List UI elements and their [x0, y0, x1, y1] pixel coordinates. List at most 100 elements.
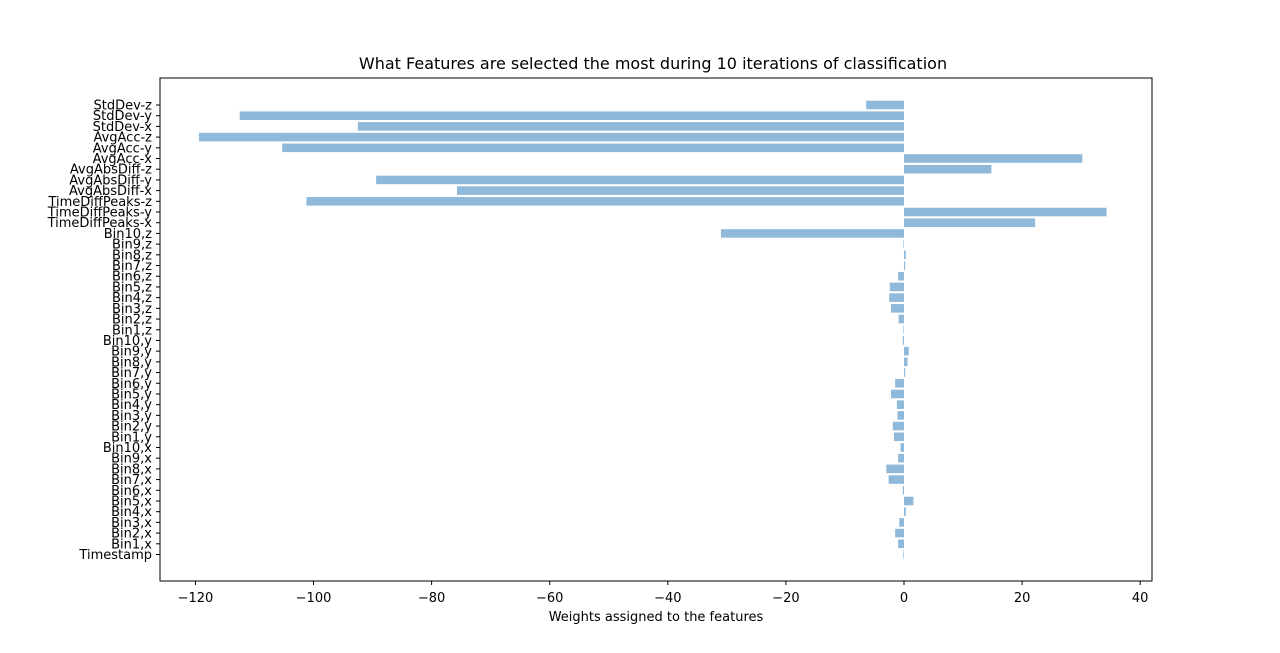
- x-tick-label: −120: [178, 591, 214, 606]
- bar: [866, 100, 904, 110]
- axes-frame: [159, 77, 1153, 582]
- y-tick-label: Bin6,y: [111, 377, 152, 392]
- y-tick-label: Bin7,z: [112, 259, 152, 274]
- bar: [198, 132, 904, 142]
- bar: [896, 400, 904, 409]
- y-tick-label: Bin2,z: [112, 313, 152, 328]
- bar: [904, 496, 914, 506]
- y-tick-label: Bin8,z: [112, 248, 152, 263]
- x-tick-label: 0: [900, 591, 908, 606]
- bar: [903, 550, 905, 559]
- y-tick-label: AvgAcc-z: [93, 131, 152, 146]
- bar: [899, 518, 904, 527]
- bar: [898, 314, 904, 324]
- bar: [904, 261, 906, 270]
- bar: [893, 432, 904, 442]
- y-tick-label: TimeDiffPeaks-z: [47, 195, 152, 210]
- y-tick-label: Bin4,z: [112, 291, 152, 306]
- bar: [902, 336, 904, 345]
- x-ticks-group: −120 −100 −80 −60 −40 −20 0 20 40: [178, 581, 1149, 606]
- y-tick-label: StdDev-y: [93, 109, 152, 124]
- bar: [306, 197, 904, 206]
- bar: [904, 154, 1083, 163]
- y-tick-label: Bin10,y: [103, 334, 152, 349]
- y-tick-label: Bin10,z: [104, 227, 152, 242]
- bar: [903, 325, 905, 335]
- y-tick-label: Bin1,x: [111, 537, 152, 552]
- y-tick-label: AvgAcc-y: [93, 141, 152, 156]
- y-tick-label: Bin2,y: [111, 420, 152, 435]
- y-tick-label: AvgAbsDiff-x: [69, 184, 152, 199]
- bar: [904, 368, 906, 377]
- y-tick-label: Bin8,y: [111, 355, 152, 370]
- bar: [239, 111, 904, 120]
- y-tick-label: Bin1,z: [112, 323, 152, 338]
- bar: [892, 421, 904, 431]
- chart-title: What Features are selected the most duri…: [359, 54, 947, 73]
- y-tick-label: Bin4,y: [111, 398, 152, 413]
- bar: [886, 464, 904, 474]
- bar: [904, 346, 909, 356]
- y-tick-label: Bin3,z: [112, 302, 152, 317]
- y-tick-label: Bin8,x: [111, 462, 152, 477]
- y-tick-label: Bin7,x: [111, 473, 152, 488]
- y-tick-label: Bin5,z: [112, 280, 152, 295]
- bar: [898, 539, 904, 549]
- y-tick-label: TimeDiffPeaks-x: [47, 216, 153, 231]
- y-tick-label: Bin9,x: [111, 452, 152, 467]
- y-tick-label: Bin6,x: [111, 484, 152, 499]
- x-tick-label: 40: [1132, 591, 1149, 606]
- y-tick-label: Timestamp: [78, 548, 152, 563]
- y-tick-label: Bin6,z: [112, 270, 152, 285]
- x-tick-label: −40: [654, 591, 681, 606]
- bar: [891, 389, 904, 399]
- bar: [895, 528, 904, 538]
- bar: [904, 507, 906, 516]
- x-tick-label: 20: [1014, 591, 1031, 606]
- y-tick-label: Bin2,x: [111, 527, 152, 542]
- bar: [904, 250, 906, 260]
- y-tick-label: Bin7,y: [111, 366, 152, 381]
- bar: [720, 229, 904, 238]
- x-tick-label: −60: [536, 591, 563, 606]
- bars-group: [198, 100, 1107, 559]
- y-tick-label: StdDev-z: [94, 99, 153, 114]
- bar: [889, 293, 904, 302]
- y-tick-label: Bin10,x: [103, 441, 152, 456]
- y-tick-label: AvgAbsDiff-z: [70, 163, 152, 178]
- y-tick-label: AvgAcc-x: [93, 152, 153, 167]
- y-tick-label: Bin1,y: [111, 430, 152, 445]
- bar: [902, 486, 904, 495]
- x-axis-label: Weights assigned to the features: [549, 610, 764, 625]
- y-tick-label: Bin4,x: [111, 505, 152, 520]
- bar: [903, 239, 905, 249]
- bar: [904, 164, 992, 174]
- bar: [897, 411, 904, 420]
- x-tick-label: −20: [772, 591, 799, 606]
- y-tick-label: Bin3,y: [111, 409, 152, 424]
- bar: [888, 475, 904, 484]
- y-tick-label: Bin9,z: [112, 238, 152, 253]
- bar: [904, 218, 1036, 228]
- bar: [891, 304, 904, 313]
- bar: [904, 207, 1107, 217]
- bar: [904, 357, 908, 367]
- y-tick-label: Bin3,x: [111, 516, 152, 531]
- y-tick-label: TimeDiffPeaks-y: [47, 206, 152, 221]
- x-tick-label: −100: [296, 591, 332, 606]
- y-ticks-group: TimestampBin1,xBin2,xBin3,xBin4,xBin5,xB…: [47, 99, 160, 563]
- y-tick-label: Bin9,y: [111, 345, 152, 360]
- bar: [357, 122, 904, 131]
- y-tick-label: Bin5,y: [111, 387, 152, 402]
- y-tick-label: StdDev-x: [93, 120, 153, 135]
- y-tick-label: AvgAbsDiff-y: [69, 173, 152, 188]
- bar: [282, 143, 904, 153]
- x-tick-label: −80: [418, 591, 445, 606]
- bar: [457, 186, 904, 195]
- bar: [895, 378, 904, 388]
- bar: [376, 175, 905, 185]
- bar: [900, 443, 904, 452]
- bar: [898, 271, 904, 281]
- y-tick-label: Bin5,x: [111, 494, 152, 509]
